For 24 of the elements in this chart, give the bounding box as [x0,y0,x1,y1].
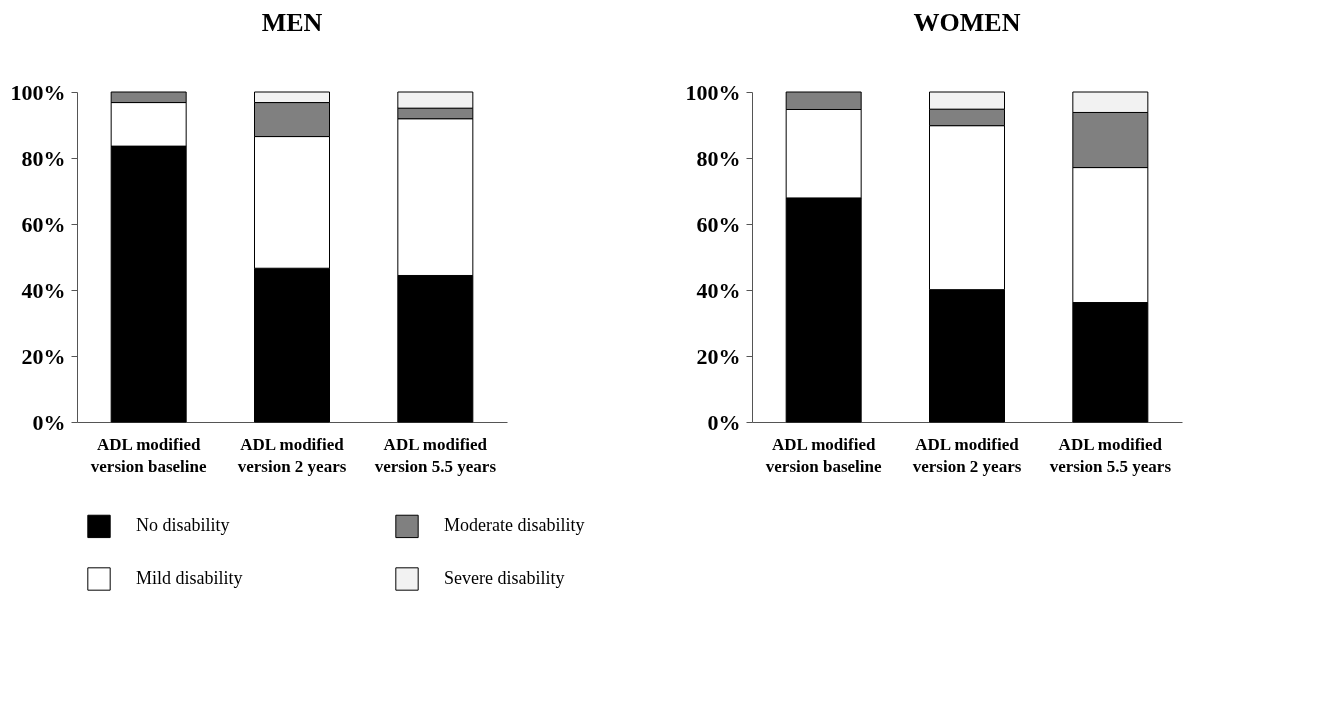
chart-title: MEN [261,8,323,37]
y-tick-label: 0% [707,409,741,435]
y-tick-label: 100% [685,79,741,105]
y-tick-label: 40% [696,277,741,303]
y-tick-label: 20% [696,343,741,369]
legend-label: No disability [136,515,230,536]
y-tick-label: 0% [32,409,66,435]
y-tick-label: 20% [21,343,66,369]
y-tick-label: 80% [696,145,741,171]
x-tick-label: ADL modified version 2 years [912,434,1022,476]
y-tick-label: 60% [21,211,66,237]
x-tick-label: ADL modified version baseline [90,434,207,476]
x-tick-label: ADL modified version 2 years [237,434,347,476]
legend-label: Mild disability [136,568,243,588]
legend-label: Moderate disability [444,515,585,536]
y-tick-label: 60% [696,211,741,237]
x-tick-label: ADL modified version 5.5 years [374,434,497,476]
y-tick-label: 80% [21,145,66,171]
y-tick-label: 40% [21,277,66,303]
x-tick-label: ADL modified version 5.5 years [1049,434,1172,476]
x-tick-label: ADL modified version baseline [765,434,882,476]
legend-label: Severe disability [444,568,565,588]
y-tick-label: 100% [10,79,66,105]
chart-title: WOMEN [913,8,1021,37]
